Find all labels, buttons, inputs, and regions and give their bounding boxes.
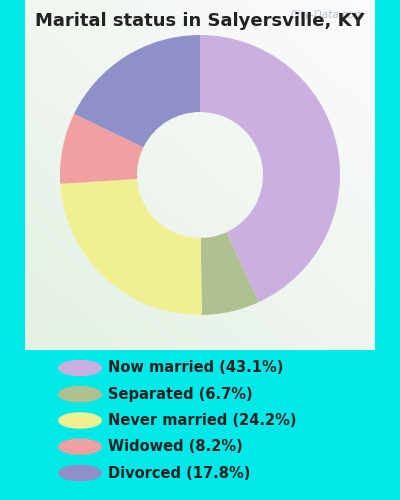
Text: Separated (6.7%): Separated (6.7%) [108,387,253,402]
Wedge shape [74,35,200,148]
Circle shape [58,412,102,428]
Text: Now married (43.1%): Now married (43.1%) [108,360,283,376]
Text: Never married (24.2%): Never married (24.2%) [108,413,296,428]
Text: City-Data.com: City-Data.com [290,10,364,20]
Text: Marital status in Salyersville, KY: Marital status in Salyersville, KY [35,12,365,30]
Text: Divorced (17.8%): Divorced (17.8%) [108,466,250,480]
Wedge shape [201,232,259,315]
Circle shape [58,386,102,402]
Wedge shape [60,179,202,315]
Circle shape [58,360,102,376]
Wedge shape [200,35,340,302]
Circle shape [58,465,102,481]
Circle shape [58,438,102,455]
Text: Widowed (8.2%): Widowed (8.2%) [108,439,243,454]
Wedge shape [60,114,143,184]
